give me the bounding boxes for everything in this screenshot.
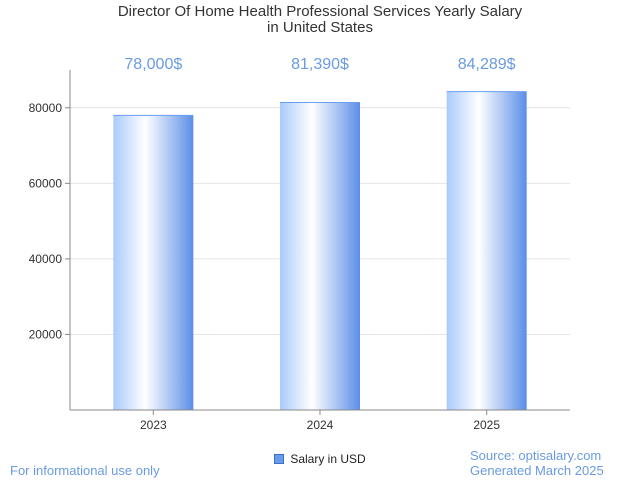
legend-label: Salary in USD xyxy=(290,452,366,466)
x-tick-label: 2023 xyxy=(140,418,167,432)
y-tick-label: 20000 xyxy=(29,327,63,341)
x-tick-label: 2024 xyxy=(307,418,334,432)
data-label: 78,000$ xyxy=(124,56,182,73)
labels: 20000 40000 60000 80000 2023 78,000$ 2024 81,39… xyxy=(29,56,516,432)
y-tick-label: 80000 xyxy=(29,101,63,115)
bar-2025 xyxy=(446,91,527,410)
chart-title: Director Of Home Health Professional Ser… xyxy=(0,4,640,36)
y-tick-label: 40000 xyxy=(29,252,63,266)
source-text: Source: optisalary.com xyxy=(470,448,602,463)
disclaimer-text: For informational use only xyxy=(10,463,160,478)
x-tick-label: 2025 xyxy=(473,418,500,432)
source-info: Source: optisalary.com Generated March 2… xyxy=(470,448,604,478)
axes xyxy=(65,70,570,415)
legend-swatch xyxy=(274,453,285,464)
y-tick-label: 60000 xyxy=(29,176,63,190)
legend: Salary in USD xyxy=(0,452,640,466)
data-label: 81,390$ xyxy=(291,56,349,73)
chart-title-line-1: Director Of Home Health Professional Ser… xyxy=(117,3,523,20)
bar-2023 xyxy=(113,115,194,410)
chart-title-line-2: in United States xyxy=(267,19,373,36)
bars xyxy=(113,91,527,410)
bar-2024 xyxy=(280,102,360,410)
data-label: 84,289$ xyxy=(458,56,516,73)
generated-text: Generated March 2025 xyxy=(470,463,604,478)
